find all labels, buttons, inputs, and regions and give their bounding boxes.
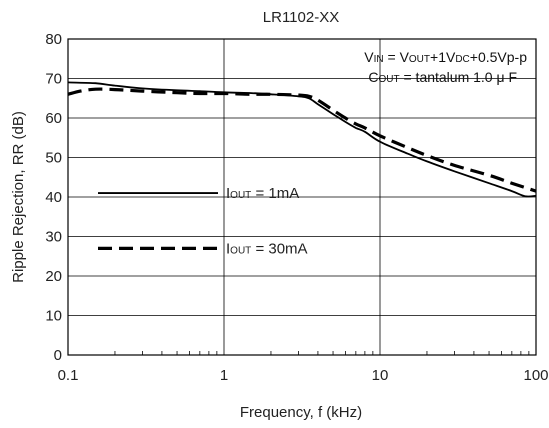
y-tick-label: 40	[45, 189, 62, 206]
y-tick-label: 60	[45, 110, 62, 127]
y-tick-label: 70	[45, 71, 62, 88]
legend-label-iout-30ma: IOUT = 30mA	[226, 240, 308, 257]
y-tick-label: 10	[45, 308, 62, 325]
legend: IOUT = 1mA IOUT = 30mA	[98, 185, 308, 257]
x-tick-label: 1	[220, 367, 228, 384]
plot-frame	[67, 38, 537, 356]
y-axis-label: Ripple Rejection, RR (dB)	[10, 111, 27, 283]
x-tick-label: 10	[372, 367, 389, 384]
legend-label-iout-1ma: IOUT = 1mA	[226, 185, 299, 202]
x-tick-label: 0.1	[58, 367, 79, 384]
condition-input-voltage: VIN = VOUT+1VDC+0.5Vp-p	[364, 49, 527, 65]
x-tick-label: 100	[523, 367, 548, 384]
test-conditions: VIN = VOUT+1VDC+0.5Vp-p COUT = tantalum 1…	[364, 49, 527, 85]
grid-lines	[68, 39, 536, 355]
series-lines	[67, 81, 537, 198]
y-tick-label: 20	[45, 268, 62, 285]
y-tick-label: 80	[45, 31, 62, 48]
x-axis-label: Frequency, f (kHz)	[240, 404, 362, 421]
y-tick-label: 0	[54, 347, 62, 364]
axes: 0 10 20 30 40 50 60 70 80 0.1 1 10 100	[45, 31, 548, 384]
chart-title: LR1102-XX	[263, 9, 339, 26]
series-line-iout-30ma	[67, 87, 537, 193]
condition-output-capacitor: COUT = tantalum 1.0 μ F	[368, 69, 517, 85]
series-line-iout-1ma	[67, 81, 537, 198]
y-tick-label: 50	[45, 150, 62, 167]
y-tick-label: 30	[45, 229, 62, 246]
